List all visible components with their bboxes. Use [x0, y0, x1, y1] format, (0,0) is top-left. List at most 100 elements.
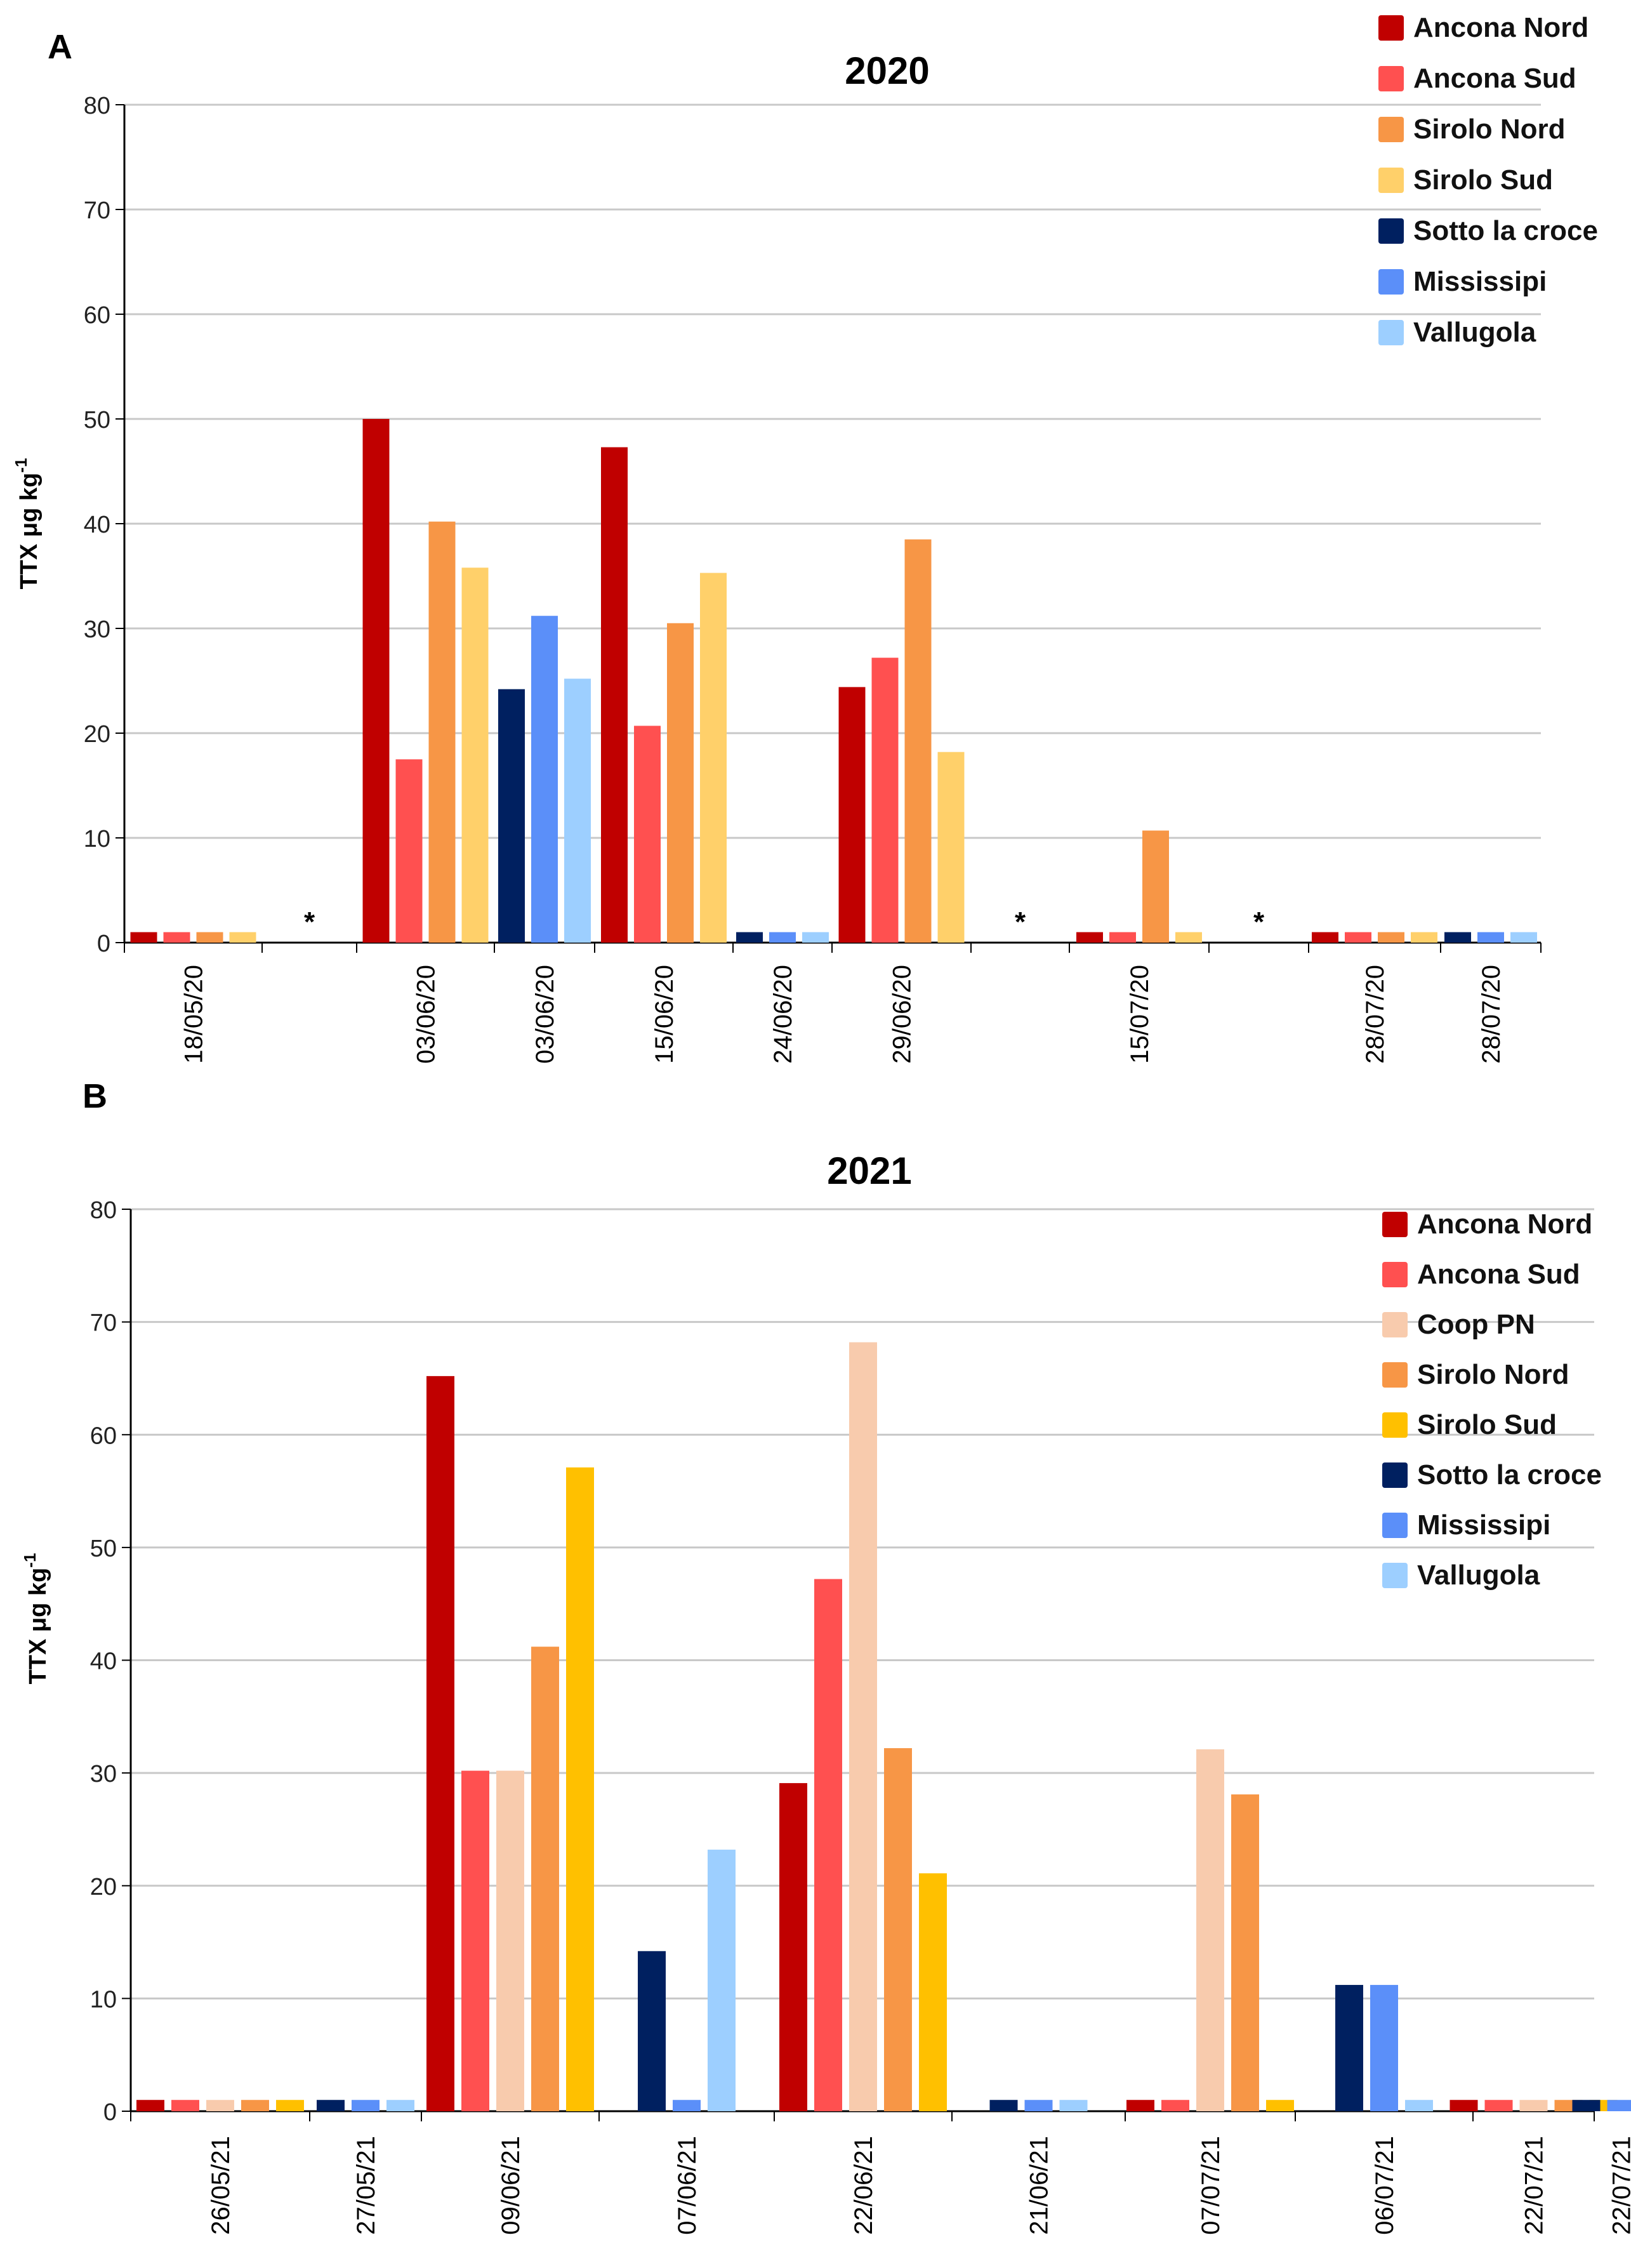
bar-sirolo-sud — [1266, 2100, 1294, 2111]
bar-sirolo-nord — [667, 623, 694, 943]
legend-label-sirolo-nord: Sirolo Nord — [1417, 1359, 1569, 1390]
no-sample-marker: * — [1015, 906, 1026, 938]
legend-label-mississipi: Mississipi — [1417, 1509, 1550, 1541]
y-tick-label: 30 — [90, 1761, 117, 1787]
legend-swatch-vallugola — [1382, 1563, 1408, 1588]
y-tick-label: 40 — [90, 1648, 117, 1675]
x-tick-label: 07/07/21 — [1197, 2136, 1225, 2235]
x-tick-label: 28/07/20 — [1361, 965, 1389, 1064]
bar-sirolo-nord — [196, 932, 223, 943]
legend-swatch-sirolo-nord — [1378, 117, 1404, 142]
bar-ancona-nord — [1076, 932, 1103, 943]
bar-sirolo-nord — [531, 1647, 559, 2111]
bar-ancona-sud — [171, 2100, 199, 2111]
legend-label-mississipi: Mississipi — [1413, 266, 1547, 297]
y-tick-label: 70 — [84, 197, 110, 224]
bar-mississipi — [1370, 1985, 1398, 2111]
x-tick-label: 22/07/21 — [1521, 2136, 1548, 2235]
bar-ancona-sud — [1161, 2100, 1189, 2111]
bar-vallugola — [386, 2100, 414, 2111]
bar-sirolo-sud — [276, 2100, 304, 2111]
no-sample-marker: * — [1253, 906, 1265, 938]
bar-ancona-nord — [136, 2100, 164, 2111]
bar-mississipi — [1477, 932, 1504, 943]
bar-ancona-nord — [130, 932, 157, 943]
legend-swatch-ancona-sud — [1378, 66, 1404, 91]
bar-mississipi — [1024, 2100, 1053, 2111]
x-tick-label: 06/07/21 — [1371, 2136, 1399, 2235]
bar-ancona-sud — [1109, 932, 1136, 943]
x-tick-label: 09/06/21 — [497, 2136, 525, 2235]
bar-sirolo-sud — [919, 1873, 947, 2111]
bar-sirolo-sud — [1411, 932, 1437, 943]
y-tick-label: 80 — [84, 93, 110, 119]
bar-sotto-la-croce — [736, 932, 763, 943]
y-tick-label: 10 — [84, 826, 110, 852]
legend-label-ancona-sud: Ancona Sud — [1413, 63, 1576, 94]
bar-sirolo-nord — [1142, 830, 1169, 943]
bar-sirolo-sud — [937, 752, 965, 943]
y-tick-label: 80 — [90, 1197, 117, 1224]
bar-vallugola — [1405, 2100, 1433, 2111]
bar-coop-pn — [206, 2100, 234, 2111]
legend: Ancona Nord Ancona Sud Sirolo Nord Sirolo S… — [1378, 12, 1598, 348]
y-tick-label: 10 — [90, 1986, 117, 2013]
x-tick-label: 15/07/20 — [1126, 965, 1154, 1064]
bar-ancona-sud — [163, 932, 190, 943]
y-tick-label: 70 — [90, 1310, 117, 1337]
bar-sotto-la-croce — [989, 2100, 1018, 2111]
x-tick-label: 21/06/21 — [1026, 2136, 1053, 2235]
bar-ancona-nord — [1449, 2100, 1478, 2111]
bar-mississipi — [769, 932, 796, 943]
legend-label-ancona-sud: Ancona Sud — [1417, 1259, 1580, 1290]
bar-ancona-sud — [461, 1770, 489, 2111]
panel-label: B — [83, 1077, 107, 1115]
panel-label: A — [48, 28, 72, 66]
x-tick-label: 03/06/20 — [413, 965, 440, 1064]
bar-vallugola — [1510, 932, 1537, 943]
y-tick-label: 40 — [84, 512, 110, 538]
legend-swatch-vallugola — [1378, 320, 1404, 345]
bar-coop-pn — [1196, 1749, 1224, 2111]
bar-sirolo-nord — [884, 1748, 912, 2111]
x-tick-label: 26/05/21 — [207, 2136, 235, 2235]
bar-sirolo-nord — [241, 2100, 269, 2111]
x-tick-label: 28/07/20 — [1477, 965, 1505, 1064]
bar-coop-pn — [1519, 2100, 1548, 2111]
legend-swatch-ancona-nord — [1382, 1212, 1408, 1237]
bar-coop-pn — [849, 1342, 877, 2111]
bar-mississipi — [352, 2100, 380, 2111]
bar-vallugola — [1059, 2100, 1088, 2111]
bar-coop-pn — [496, 1770, 524, 2111]
bar-sotto-la-croce — [498, 689, 525, 943]
y-tick-label: 60 — [90, 1422, 117, 1449]
bar-ancona-sud — [814, 1579, 842, 2111]
bar-ancona-sud — [634, 726, 661, 943]
bar-mississipi — [1607, 2100, 1631, 2111]
x-tick-label: 24/06/20 — [769, 965, 797, 1064]
legend-label-coop-pn: Coop PN — [1417, 1309, 1535, 1340]
y-tick-label: 0 — [97, 931, 110, 957]
legend-label-sotto-la-croce: Sotto la croce — [1417, 1459, 1602, 1490]
bar-ancona-nord — [601, 447, 628, 943]
x-tick-label: 27/05/21 — [352, 2136, 380, 2235]
legend-swatch-mississipi — [1378, 269, 1404, 295]
bar-vallugola — [708, 1849, 736, 2111]
y-tick-label: 20 — [90, 1874, 117, 1900]
bar-ancona-sud — [395, 759, 423, 943]
chart-title: 2020 — [845, 50, 929, 92]
x-tick-label: 22/06/21 — [850, 2136, 878, 2235]
legend-label-ancona-nord: Ancona Nord — [1417, 1209, 1592, 1240]
x-tick-label: 07/06/21 — [673, 2136, 701, 2235]
bar-ancona-nord — [1126, 2100, 1154, 2111]
legend-label-sirolo-nord: Sirolo Nord — [1413, 114, 1566, 145]
bar-sirolo-sud — [229, 932, 256, 943]
bar-sirolo-sud — [700, 573, 727, 943]
y-axis-label: TTX μg kg-1 — [20, 1553, 51, 1685]
bar-ancona-nord — [426, 1376, 454, 2111]
bar-sirolo-nord — [428, 521, 456, 943]
chart-panel-b: B 2021 0 10 20 30 40 50 60 70 80 TTX μg kg-1 26/05/2… — [20, 1077, 1631, 2235]
bar-sirolo-sud — [461, 567, 489, 943]
no-sample-marker: * — [304, 906, 315, 938]
